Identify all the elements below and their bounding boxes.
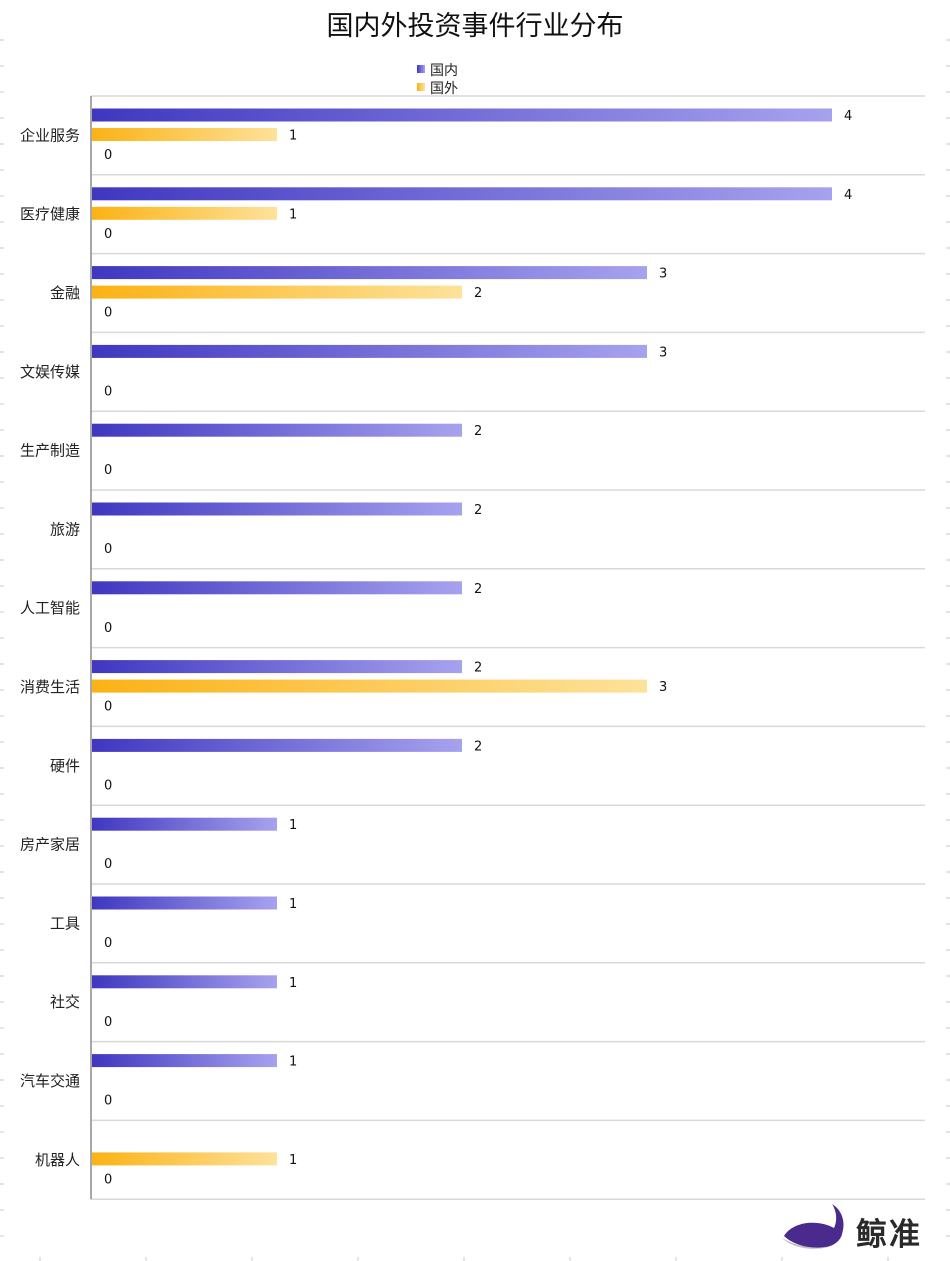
data-label: 1 — [289, 897, 297, 912]
category-label: 工具 — [50, 914, 80, 932]
data-label: 0 — [104, 542, 112, 557]
data-label: 0 — [104, 1015, 112, 1030]
data-label: 2 — [474, 424, 482, 439]
legend-label: 国内 — [430, 63, 458, 79]
data-label: 1 — [289, 818, 297, 833]
data-label: 2 — [474, 503, 482, 518]
legend-label: 国外 — [430, 81, 458, 97]
data-label: 3 — [659, 267, 667, 282]
whale-icon — [782, 1204, 844, 1249]
data-label: 0 — [104, 384, 112, 399]
bar — [92, 423, 462, 437]
legend-swatch — [417, 65, 425, 73]
data-label: 0 — [104, 227, 112, 242]
bar — [92, 502, 462, 516]
category-label: 人工智能 — [20, 599, 80, 617]
data-label: 0 — [104, 621, 112, 636]
data-label: 4 — [844, 109, 852, 124]
data-label: 0 — [104, 148, 112, 163]
data-label: 3 — [659, 345, 667, 360]
data-label: 2 — [474, 286, 482, 301]
bar — [92, 896, 277, 910]
category-label: 金融 — [50, 284, 80, 302]
bar — [92, 266, 647, 280]
category-label: 汽车交通 — [20, 1072, 80, 1090]
data-label: 0 — [104, 1094, 112, 1109]
bar — [92, 975, 277, 989]
bar — [92, 679, 647, 693]
category-label: 社交 — [50, 993, 80, 1011]
category-label: 旅游 — [50, 520, 80, 538]
bar — [92, 108, 832, 122]
bar — [92, 817, 277, 831]
data-label: 0 — [104, 936, 112, 951]
bar — [92, 660, 462, 674]
data-label: 0 — [104, 463, 112, 478]
category-label: 消费生活 — [20, 678, 80, 696]
data-label: 1 — [289, 1153, 297, 1168]
category-label: 机器人 — [35, 1151, 80, 1169]
data-label: 3 — [659, 680, 667, 695]
data-label: 2 — [474, 661, 482, 676]
bar — [92, 1152, 277, 1166]
data-label: 0 — [104, 857, 112, 872]
brand-name: 鲸准 — [856, 1217, 922, 1253]
data-label: 0 — [104, 1172, 112, 1187]
data-label: 1 — [289, 207, 297, 222]
bar — [92, 344, 647, 358]
bar — [92, 187, 832, 201]
data-label: 0 — [104, 700, 112, 715]
category-label: 硬件 — [50, 757, 80, 775]
bar — [92, 128, 277, 141]
data-label: 2 — [474, 582, 482, 597]
bar — [92, 285, 462, 299]
data-label: 1 — [289, 976, 297, 991]
legend-swatch — [417, 83, 425, 91]
bar — [92, 206, 277, 220]
data-label: 1 — [289, 129, 297, 144]
category-label: 企业服务 — [20, 126, 80, 144]
category-label: 医疗健康 — [20, 205, 80, 223]
bar — [92, 738, 462, 752]
data-label: 0 — [104, 778, 112, 793]
data-label: 0 — [104, 306, 112, 321]
category-label: 文娱传媒 — [20, 363, 80, 381]
data-label: 4 — [844, 188, 852, 203]
category-label: 生产制造 — [20, 442, 80, 460]
data-label: 1 — [289, 1055, 297, 1070]
data-label: 2 — [474, 739, 482, 754]
bar — [92, 1054, 277, 1068]
category-label: 房产家居 — [20, 836, 80, 854]
bar — [92, 581, 462, 595]
chart-title: 国内外投资事件行业分布 — [326, 11, 624, 42]
